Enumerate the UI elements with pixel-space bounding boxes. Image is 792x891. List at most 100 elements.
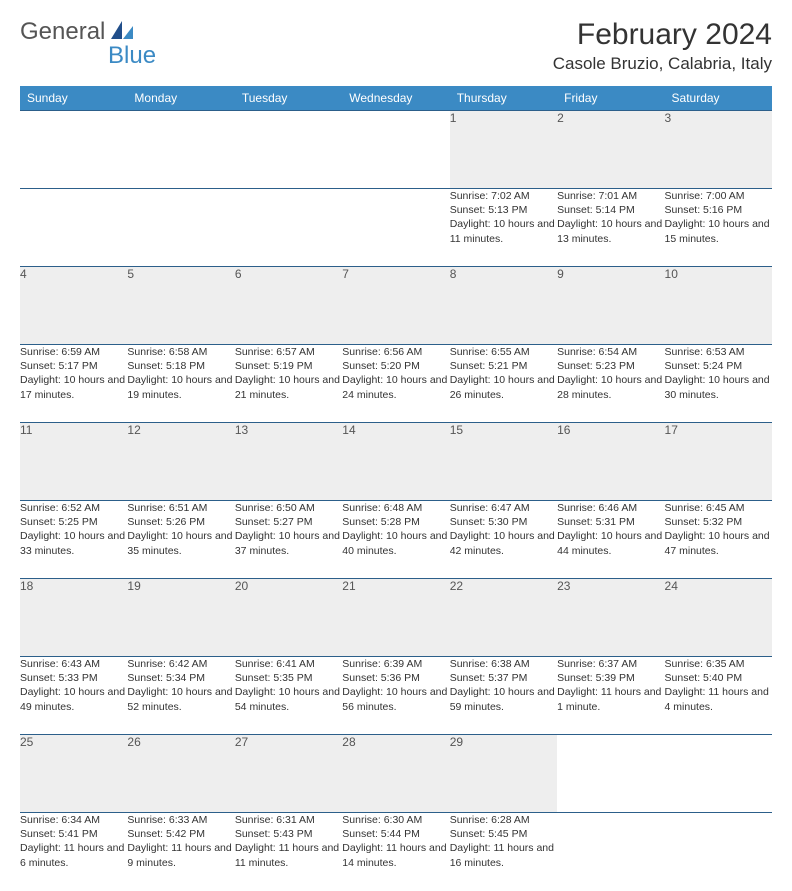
day-detail-row: Sunrise: 6:34 AMSunset: 5:41 PMDaylight:… xyxy=(20,813,772,891)
sunset-text: Sunset: 5:39 PM xyxy=(557,671,664,685)
day-number-cell xyxy=(127,111,234,189)
daylight-text: Daylight: 11 hours and 4 minutes. xyxy=(665,685,772,713)
daylight-text: Daylight: 10 hours and 54 minutes. xyxy=(235,685,342,713)
sunset-text: Sunset: 5:40 PM xyxy=(665,671,772,685)
daylight-text: Daylight: 10 hours and 13 minutes. xyxy=(557,217,664,245)
sunrise-text: Sunrise: 6:31 AM xyxy=(235,813,342,827)
sunset-text: Sunset: 5:32 PM xyxy=(665,515,772,529)
daylight-text: Daylight: 11 hours and 11 minutes. xyxy=(235,841,342,869)
calendar-table: Sunday Monday Tuesday Wednesday Thursday… xyxy=(20,86,772,891)
sunrise-text: Sunrise: 6:47 AM xyxy=(450,501,557,515)
day-number-cell: 3 xyxy=(665,111,772,189)
day-detail-cell: Sunrise: 6:31 AMSunset: 5:43 PMDaylight:… xyxy=(235,813,342,891)
day-detail-row: Sunrise: 6:43 AMSunset: 5:33 PMDaylight:… xyxy=(20,657,772,735)
day-number-cell: 18 xyxy=(20,579,127,657)
daylight-text: Daylight: 10 hours and 28 minutes. xyxy=(557,373,664,401)
sunset-text: Sunset: 5:20 PM xyxy=(342,359,449,373)
day-number-cell: 1 xyxy=(450,111,557,189)
sunset-text: Sunset: 5:37 PM xyxy=(450,671,557,685)
day-number-cell: 25 xyxy=(20,735,127,813)
day-detail-cell: Sunrise: 6:30 AMSunset: 5:44 PMDaylight:… xyxy=(342,813,449,891)
day-number-cell: 28 xyxy=(342,735,449,813)
sunset-text: Sunset: 5:16 PM xyxy=(665,203,772,217)
day-detail-cell: Sunrise: 6:42 AMSunset: 5:34 PMDaylight:… xyxy=(127,657,234,735)
day-detail-cell: Sunrise: 6:39 AMSunset: 5:36 PMDaylight:… xyxy=(342,657,449,735)
day-number-cell xyxy=(20,111,127,189)
sunset-text: Sunset: 5:13 PM xyxy=(450,203,557,217)
logo-text-general: General xyxy=(20,18,105,46)
day-detail-cell: Sunrise: 6:33 AMSunset: 5:42 PMDaylight:… xyxy=(127,813,234,891)
day-number-cell: 9 xyxy=(557,267,664,345)
day-detail-cell xyxy=(557,813,664,891)
day-number-cell: 20 xyxy=(235,579,342,657)
daylight-text: Daylight: 11 hours and 16 minutes. xyxy=(450,841,557,869)
day-number-cell: 16 xyxy=(557,423,664,501)
day-detail-cell: Sunrise: 6:28 AMSunset: 5:45 PMDaylight:… xyxy=(450,813,557,891)
daylight-text: Daylight: 10 hours and 37 minutes. xyxy=(235,529,342,557)
sunset-text: Sunset: 5:18 PM xyxy=(127,359,234,373)
daylight-text: Daylight: 10 hours and 52 minutes. xyxy=(127,685,234,713)
daylight-text: Daylight: 10 hours and 44 minutes. xyxy=(557,529,664,557)
sunset-text: Sunset: 5:19 PM xyxy=(235,359,342,373)
sunset-text: Sunset: 5:42 PM xyxy=(127,827,234,841)
sunset-text: Sunset: 5:23 PM xyxy=(557,359,664,373)
day-detail-cell: Sunrise: 6:35 AMSunset: 5:40 PMDaylight:… xyxy=(665,657,772,735)
sunrise-text: Sunrise: 6:46 AM xyxy=(557,501,664,515)
sunset-text: Sunset: 5:26 PM xyxy=(127,515,234,529)
sunset-text: Sunset: 5:44 PM xyxy=(342,827,449,841)
sunrise-text: Sunrise: 6:33 AM xyxy=(127,813,234,827)
day-number-cell: 23 xyxy=(557,579,664,657)
daylight-text: Daylight: 11 hours and 9 minutes. xyxy=(127,841,234,869)
sunrise-text: Sunrise: 6:48 AM xyxy=(342,501,449,515)
day-detail-cell: Sunrise: 6:38 AMSunset: 5:37 PMDaylight:… xyxy=(450,657,557,735)
daylight-text: Daylight: 10 hours and 47 minutes. xyxy=(665,529,772,557)
sunrise-text: Sunrise: 6:57 AM xyxy=(235,345,342,359)
day-detail-cell: Sunrise: 7:02 AMSunset: 5:13 PMDaylight:… xyxy=(450,189,557,267)
sunset-text: Sunset: 5:33 PM xyxy=(20,671,127,685)
sunrise-text: Sunrise: 6:45 AM xyxy=(665,501,772,515)
day-number-cell: 8 xyxy=(450,267,557,345)
day-detail-cell xyxy=(342,189,449,267)
sunrise-text: Sunrise: 7:01 AM xyxy=(557,189,664,203)
calendar-body: 123Sunrise: 7:02 AMSunset: 5:13 PMDaylig… xyxy=(20,111,772,891)
daylight-text: Daylight: 10 hours and 26 minutes. xyxy=(450,373,557,401)
daylight-text: Daylight: 10 hours and 56 minutes. xyxy=(342,685,449,713)
daylight-text: Daylight: 11 hours and 14 minutes. xyxy=(342,841,449,869)
day-number-cell: 15 xyxy=(450,423,557,501)
day-number-cell: 26 xyxy=(127,735,234,813)
sunrise-text: Sunrise: 6:56 AM xyxy=(342,345,449,359)
day-number-row: 11121314151617 xyxy=(20,423,772,501)
day-detail-cell xyxy=(20,189,127,267)
daylight-text: Daylight: 11 hours and 6 minutes. xyxy=(20,841,127,869)
daylight-text: Daylight: 10 hours and 35 minutes. xyxy=(127,529,234,557)
day-number-cell xyxy=(665,735,772,813)
day-number-row: 18192021222324 xyxy=(20,579,772,657)
sunrise-text: Sunrise: 6:58 AM xyxy=(127,345,234,359)
day-number-cell: 19 xyxy=(127,579,234,657)
day-detail-cell xyxy=(665,813,772,891)
sunrise-text: Sunrise: 6:28 AM xyxy=(450,813,557,827)
day-detail-cell: Sunrise: 6:55 AMSunset: 5:21 PMDaylight:… xyxy=(450,345,557,423)
sunrise-text: Sunrise: 6:54 AM xyxy=(557,345,664,359)
day-number-cell xyxy=(557,735,664,813)
daylight-text: Daylight: 10 hours and 11 minutes. xyxy=(450,217,557,245)
sunset-text: Sunset: 5:17 PM xyxy=(20,359,127,373)
day-number-cell: 21 xyxy=(342,579,449,657)
sunrise-text: Sunrise: 6:59 AM xyxy=(20,345,127,359)
day-detail-row: Sunrise: 6:52 AMSunset: 5:25 PMDaylight:… xyxy=(20,501,772,579)
daylight-text: Daylight: 10 hours and 17 minutes. xyxy=(20,373,127,401)
day-number-cell: 17 xyxy=(665,423,772,501)
day-detail-cell: Sunrise: 7:00 AMSunset: 5:16 PMDaylight:… xyxy=(665,189,772,267)
day-detail-cell: Sunrise: 6:56 AMSunset: 5:20 PMDaylight:… xyxy=(342,345,449,423)
day-detail-cell: Sunrise: 6:51 AMSunset: 5:26 PMDaylight:… xyxy=(127,501,234,579)
sunrise-text: Sunrise: 6:41 AM xyxy=(235,657,342,671)
day-detail-row: Sunrise: 7:02 AMSunset: 5:13 PMDaylight:… xyxy=(20,189,772,267)
sunrise-text: Sunrise: 6:53 AM xyxy=(665,345,772,359)
sunrise-text: Sunrise: 7:00 AM xyxy=(665,189,772,203)
sunrise-text: Sunrise: 6:42 AM xyxy=(127,657,234,671)
day-number-cell xyxy=(235,111,342,189)
sunset-text: Sunset: 5:28 PM xyxy=(342,515,449,529)
daylight-text: Daylight: 10 hours and 19 minutes. xyxy=(127,373,234,401)
sunset-text: Sunset: 5:24 PM xyxy=(665,359,772,373)
day-number-cell: 12 xyxy=(127,423,234,501)
